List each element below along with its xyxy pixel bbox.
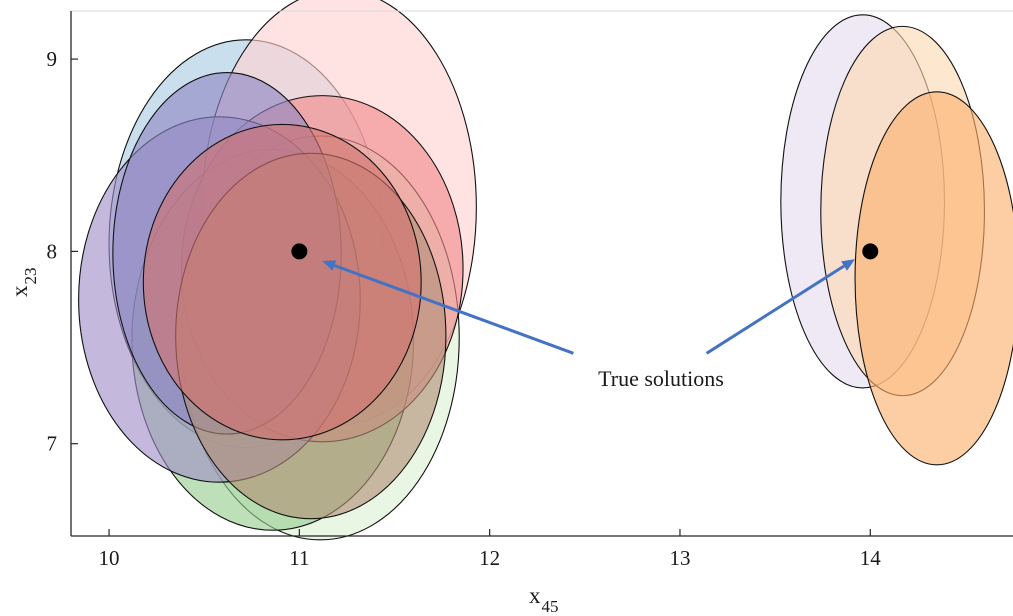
confidence-ellipse-9 xyxy=(142,123,422,441)
confidence-ellipses xyxy=(78,0,1013,541)
true-solution-points xyxy=(291,243,879,260)
y-tick-label: 7 xyxy=(47,432,58,456)
x-tick-label: 12 xyxy=(479,546,500,570)
annotation-arrow-2 xyxy=(705,264,845,355)
x-tick-label: 13 xyxy=(669,546,690,570)
annotation-text: True solutions xyxy=(598,366,724,391)
x-axis-label: x45 xyxy=(529,583,559,616)
annotation-arrowhead-2 xyxy=(841,259,856,271)
y-axis-label-base: x xyxy=(7,285,32,297)
x-tick-label: 10 xyxy=(99,546,120,570)
axes xyxy=(70,10,1013,537)
x-tick-label: 14 xyxy=(860,546,882,570)
true-solution-point-2 xyxy=(862,243,879,260)
y-tick-label: 8 xyxy=(47,239,58,263)
annotation-arrows xyxy=(322,259,856,355)
tick-marks: 10 11 12 13 14 7 8 9 xyxy=(47,47,882,570)
confidence-ellipse-12 xyxy=(854,91,1013,466)
true-solution-point-1 xyxy=(291,243,308,260)
x-axis-label-sub: 45 xyxy=(542,597,559,616)
annotation-arrowhead-1 xyxy=(322,260,337,271)
y-tick-label: 9 xyxy=(47,47,58,71)
y-axis-label-sub: 23 xyxy=(21,268,40,285)
y-axis-label: x23 xyxy=(7,268,40,298)
x-tick-label: 11 xyxy=(289,546,309,570)
x-axis-label-base: x xyxy=(529,583,541,608)
annotation-arrow-1 xyxy=(333,264,574,355)
